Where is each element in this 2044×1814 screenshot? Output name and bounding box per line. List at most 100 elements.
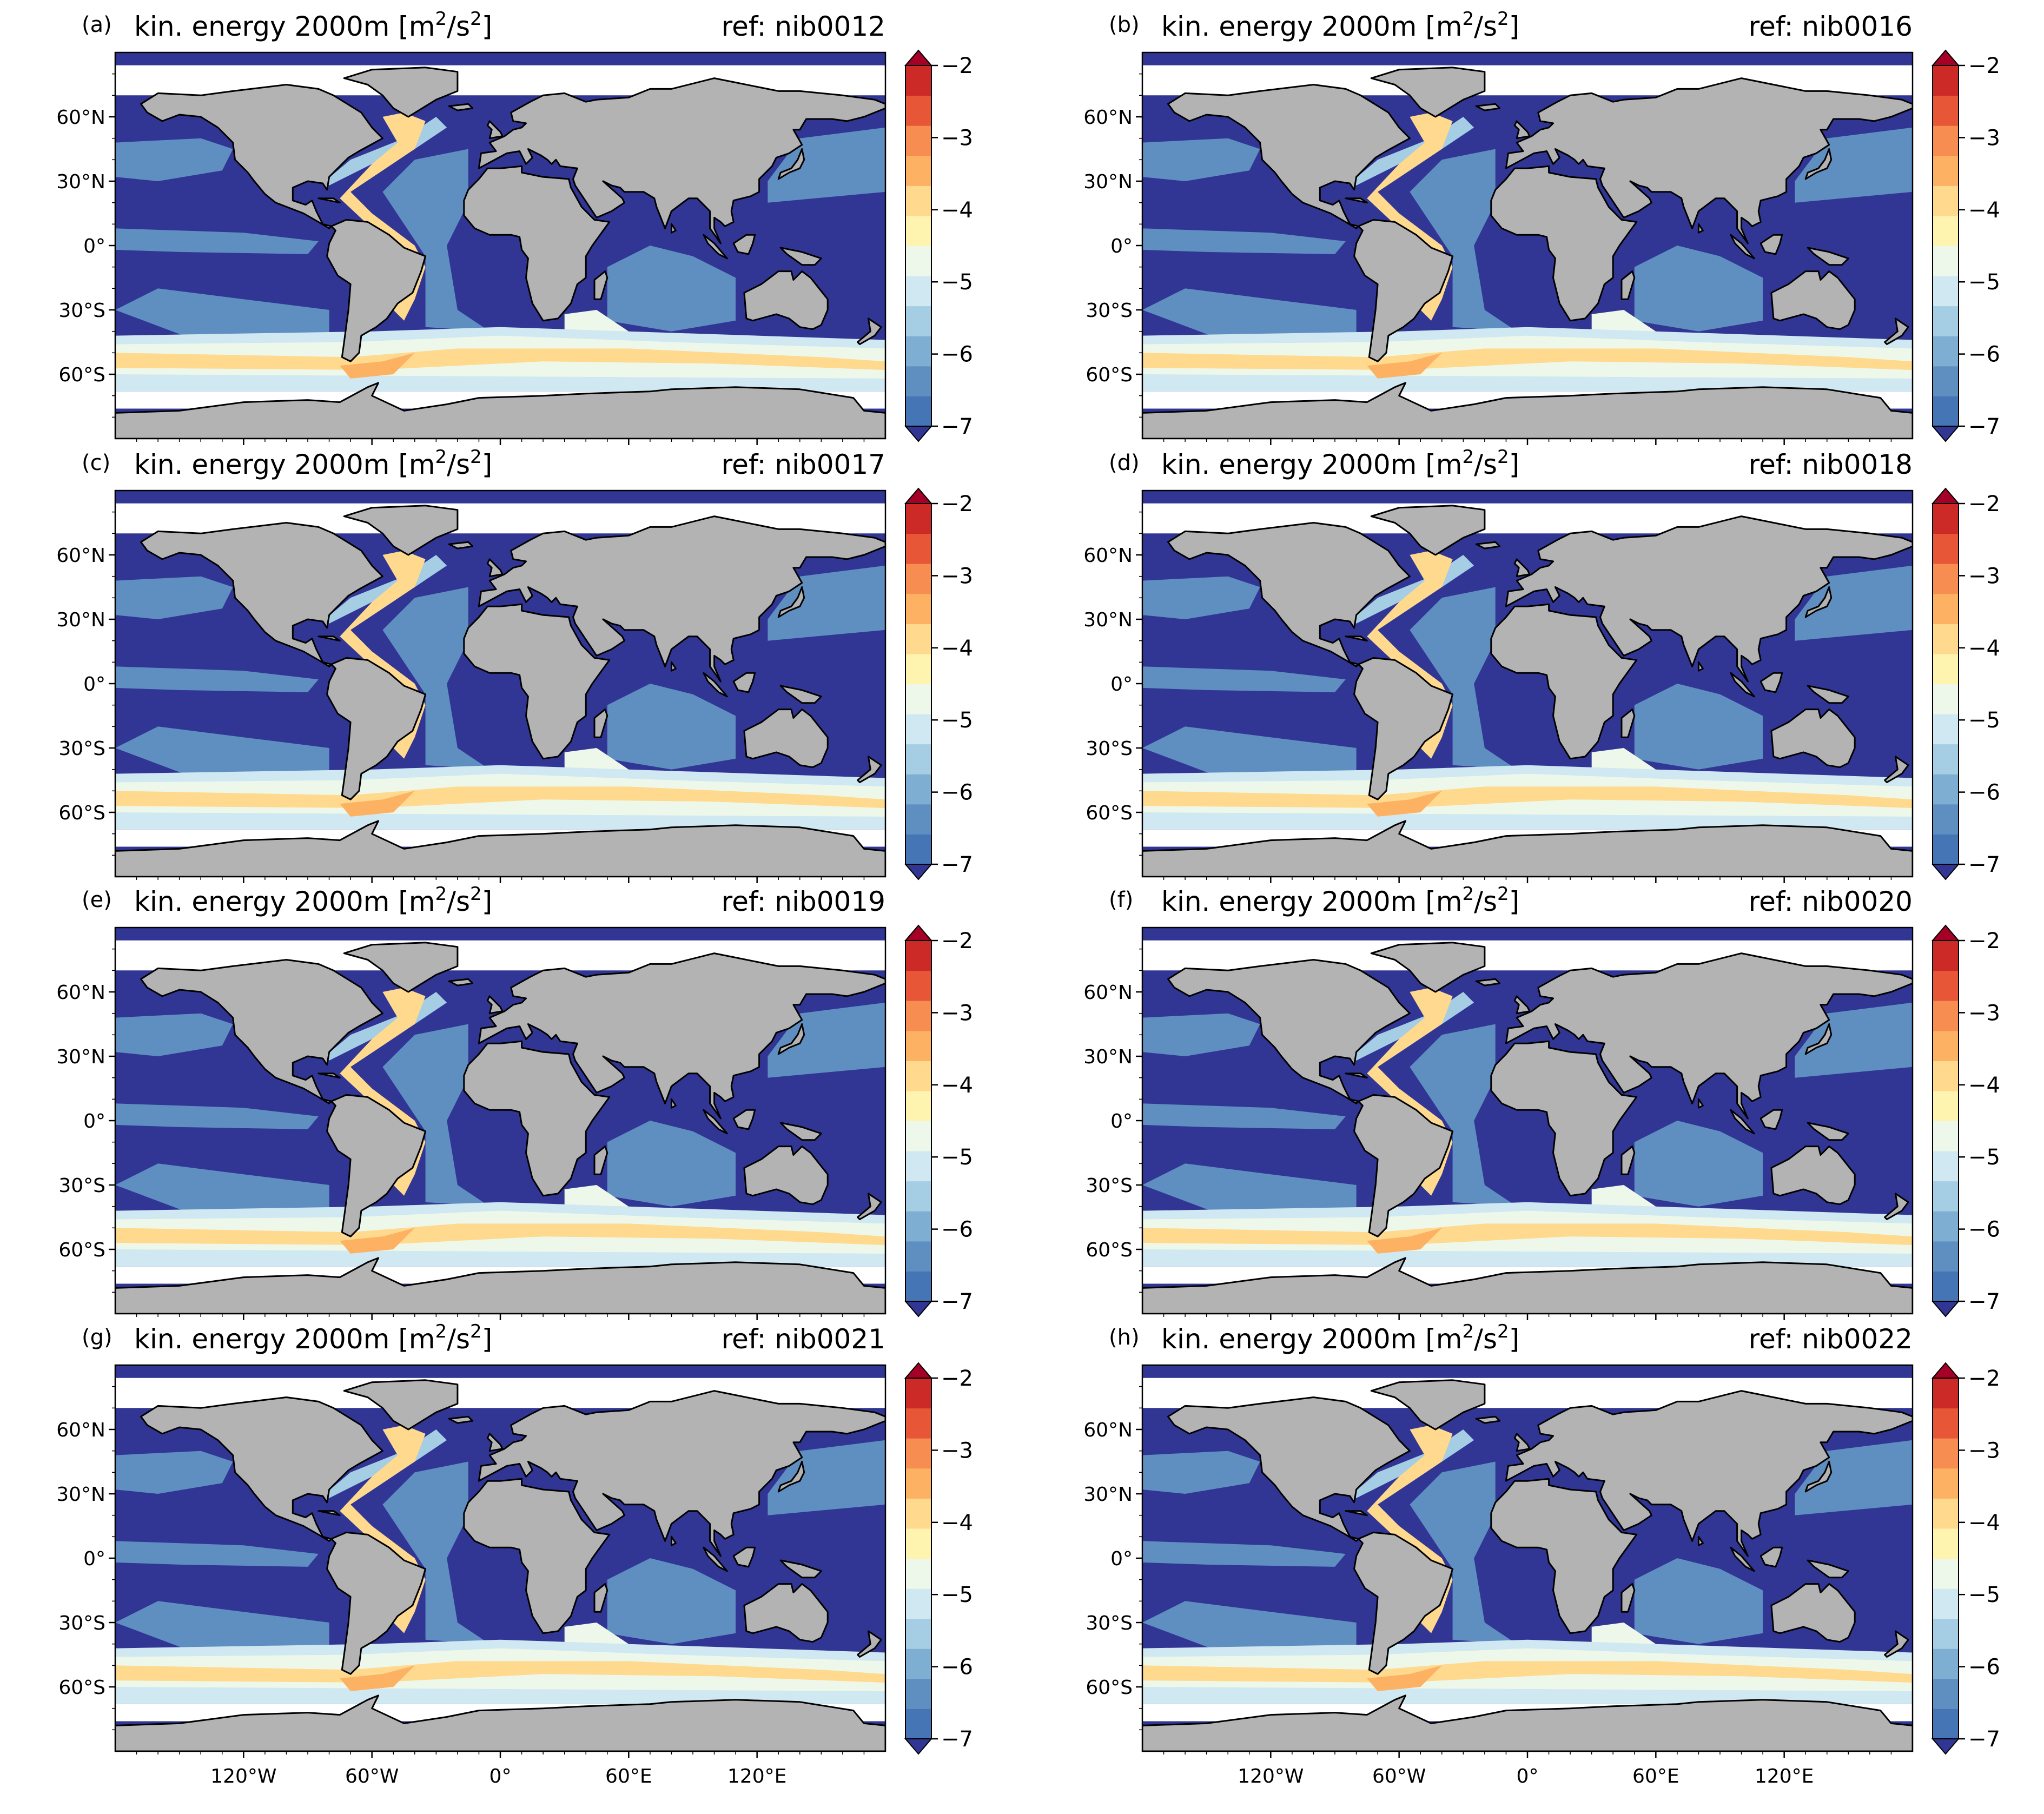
- landmass-sri-lanka: [1697, 661, 1704, 672]
- panel-title: kin. energy 2000m [m2/s2]: [134, 8, 492, 42]
- colorbar-segment: [1933, 941, 1959, 971]
- landmass-borneo: [1759, 234, 1783, 255]
- panel-letter: (d): [1109, 451, 1140, 475]
- colorbar-tick-label: −2: [1968, 1366, 2000, 1391]
- lat-tick-label: 30°S: [1086, 1612, 1133, 1634]
- title-segment: kin. energy 2000m [m: [1161, 886, 1463, 917]
- colorbar-tick-label: −4: [941, 1511, 973, 1535]
- colorbar-segment: [1933, 1498, 1959, 1529]
- energy-band-southern-ocean-core: [115, 1661, 885, 1683]
- landmass-britain: [1513, 1433, 1531, 1452]
- landmass-eurasia: [1505, 515, 1913, 683]
- landmass-borneo: [732, 234, 756, 255]
- colorbar-segment: [1933, 970, 1959, 1001]
- colorbar-segment: [1933, 714, 1959, 745]
- lon-tick-label: 120°E: [1755, 1765, 1814, 1787]
- colorbar-extend-over: [1931, 924, 1960, 941]
- colorbar-segment: [905, 276, 931, 307]
- landmass-eurasia: [1505, 1390, 1913, 1557]
- energy-band-arctic-low: [115, 1365, 885, 1378]
- colorbar-segment: [905, 1588, 931, 1619]
- landmass-africa: [1490, 165, 1638, 322]
- landmass-north-america: [1167, 522, 1411, 667]
- colorbar-tick-label: −5: [1968, 1145, 2000, 1170]
- title-segment: kin. energy 2000m [m: [134, 886, 435, 917]
- colorbar-tick-label: −7: [1968, 1727, 2000, 1752]
- colorbar-segment: [1933, 804, 1959, 835]
- colorbar-segment: [1933, 1061, 1959, 1091]
- colorbar-extend-under: [904, 426, 933, 442]
- lon-tick-label: 60°W: [1372, 1765, 1426, 1787]
- landmass-new-zealand: [857, 756, 882, 783]
- panel-ref-label: ref: nib0018: [1749, 449, 1913, 480]
- colorbar-segment: [1933, 1558, 1959, 1589]
- colorbar-segment: [1933, 533, 1959, 564]
- panel-title: kin. energy 2000m [m2/s2]: [134, 1321, 492, 1355]
- colorbar-segment: [905, 125, 931, 156]
- lat-tick-label: 0°: [83, 1110, 105, 1133]
- map-panel: (h) kin. energy 2000m [m2/s2] ref: nib0022…: [1083, 1321, 2000, 1787]
- energy-band-southern-ocean-core: [115, 786, 885, 809]
- colorbar: −2 −3 −4 −5 −6 −7: [904, 924, 973, 1318]
- landmass-iceland: [1475, 103, 1501, 111]
- landmass-greenland: [1370, 505, 1486, 556]
- colorbar-frame: [905, 940, 932, 1302]
- colorbar-tick-label: −6: [1968, 1655, 2000, 1680]
- colorbar-segment: [905, 1709, 931, 1739]
- colorbar-segment: [1933, 1678, 1959, 1709]
- lat-tick-label: 0°: [1110, 1548, 1133, 1570]
- landmass-japan: [1804, 148, 1833, 180]
- title-superscript: 2: [470, 883, 482, 905]
- energy-band-north-pacific-band: [1142, 1451, 1260, 1494]
- landmass-borneo: [732, 1546, 756, 1568]
- colorbar-segment: [1933, 744, 1959, 774]
- map-area: [115, 1365, 885, 1751]
- colorbar: −2 −3 −4 −5 −6 −7: [1931, 924, 2000, 1318]
- landmass-antarctica: [1142, 382, 1913, 439]
- colorbar-segment: [905, 1678, 931, 1709]
- colorbar-extend-under: [904, 864, 933, 880]
- colorbar-segment: [1933, 504, 1959, 534]
- landmass-new-zealand: [1884, 317, 1909, 345]
- colorbar-segment: [905, 1468, 931, 1499]
- energy-band-arctic-low: [115, 928, 885, 941]
- landmass-sri-lanka: [1697, 1098, 1704, 1109]
- colorbar-segment: [905, 1061, 931, 1091]
- colorbar-segment: [1933, 1211, 1959, 1242]
- landmass-australia: [743, 1146, 829, 1206]
- landmass-greenland: [1370, 1379, 1486, 1431]
- colorbar-segment: [1933, 834, 1959, 865]
- title-segment: /s: [447, 886, 470, 917]
- colorbar-tick-label: −5: [1968, 1583, 2000, 1607]
- landmass-sumatra: [1730, 1546, 1755, 1572]
- colorbar-extend-under: [1931, 864, 1960, 880]
- colorbar-segment: [1933, 1271, 1959, 1302]
- landmass-eurasia: [478, 515, 885, 683]
- title-superscript: 2: [1463, 8, 1474, 30]
- colorbar-tick-label: −4: [941, 198, 973, 223]
- map-panel: (b) kin. energy 2000m [m2/s2] ref: nib0016…: [1083, 8, 2000, 445]
- colorbar-segment: [1933, 1378, 1959, 1409]
- colorbar: −2 −3 −4 −5 −6 −7: [904, 49, 973, 442]
- colorbar-tick-label: −3: [1968, 125, 2000, 150]
- colorbar-frame: [1932, 940, 1959, 1302]
- landmass-australia: [1770, 1583, 1856, 1643]
- map-panel: (a) kin. energy 2000m [m2/s2] ref: nib0012…: [56, 8, 973, 445]
- colorbar-tick-label: −6: [941, 342, 973, 367]
- energy-band-southern-ocean-core: [115, 1223, 885, 1246]
- lat-tick-label: 60°S: [58, 1677, 105, 1699]
- energy-band-south-pacific-band: [115, 1601, 329, 1655]
- landmass-new-guinea: [779, 685, 822, 704]
- colorbar-segment: [905, 564, 931, 594]
- title-segment: /s: [1474, 449, 1497, 480]
- landmass-australia: [743, 709, 829, 769]
- landmass-antarctica: [115, 1257, 885, 1314]
- colorbar-segment: [1933, 1438, 1959, 1469]
- title-segment: kin. energy 2000m [m: [134, 449, 435, 480]
- energy-band-arctic-low: [1142, 1365, 1913, 1378]
- colorbar-segment: [905, 306, 931, 336]
- landmass-sri-lanka: [670, 1535, 677, 1546]
- colorbar-segment: [905, 336, 931, 367]
- landmass-antarctica: [1142, 1694, 1913, 1751]
- title-segment: ]: [1509, 1323, 1520, 1355]
